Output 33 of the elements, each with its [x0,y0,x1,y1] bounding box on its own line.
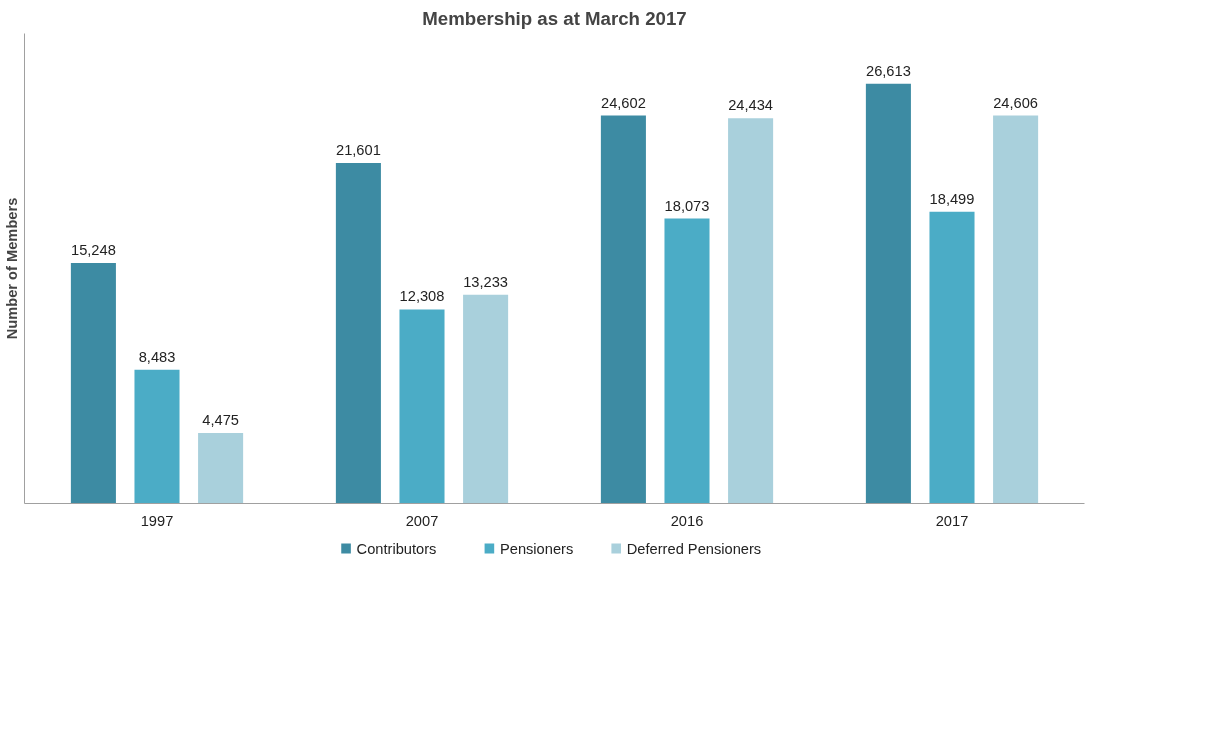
legend-label: Pensioners [499,540,574,557]
bar [399,309,445,504]
data-label: 24,434 [728,97,774,114]
data-label: 12,308 [399,288,445,305]
bar [865,83,911,504]
x-tick-label: 2017 [935,512,969,529]
bar [929,211,975,504]
chart-title: Membership as at March 2017 [422,7,687,29]
bar [728,118,774,504]
x-tick-label: 2007 [405,512,439,529]
y-axis-title: Number of Members [3,197,20,340]
bar [463,294,509,504]
x-tick-label: 1997 [140,512,174,529]
data-label: 26,613 [865,62,911,79]
bar [993,115,1039,504]
bar [600,115,646,504]
legend-label: Contributors [356,540,437,557]
data-label: 8,483 [138,348,176,365]
bar [664,218,710,504]
data-label: 18,073 [664,197,710,214]
bar [335,162,381,504]
data-label: 21,601 [335,141,381,158]
x-tick-label: 2016 [670,512,704,529]
data-label: 18,499 [929,190,975,207]
data-label: 24,606 [993,94,1039,111]
bar [198,432,244,504]
bar [70,263,116,504]
data-label: 13,233 [463,273,509,290]
data-label: 15,248 [70,242,116,259]
data-label: 4,475 [202,411,239,428]
data-label: 24,602 [600,94,646,111]
bar [134,369,180,504]
legend-label: Deferred Pensioners [626,540,762,557]
